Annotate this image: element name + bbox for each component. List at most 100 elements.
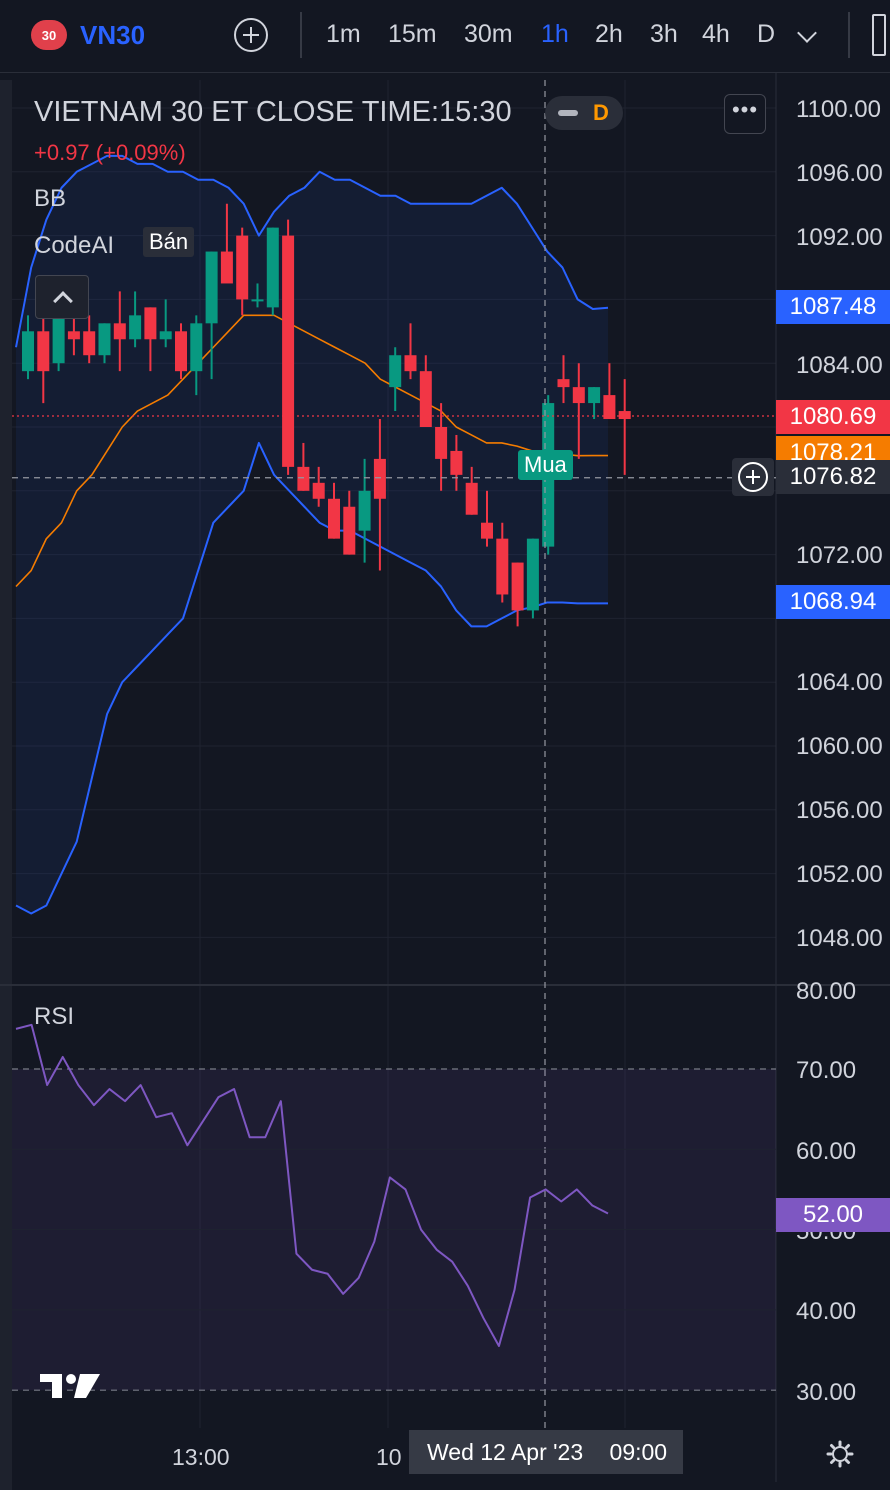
symbol-logo-icon[interactable]: 30 — [31, 20, 67, 50]
candle-body — [67, 331, 80, 340]
candle-body — [205, 251, 218, 324]
candle-body — [251, 299, 264, 302]
indicator-codeai-label[interactable]: CodeAI — [34, 232, 115, 259]
legend-title: VIETNAM 30 ET CLOSE TIME:15:30 — [34, 96, 512, 128]
candle-body — [159, 331, 172, 340]
tradingview-logo-icon[interactable] — [38, 1368, 102, 1404]
candle-body — [220, 251, 233, 284]
bb-upper-line — [15, 154, 609, 348]
indicator-bb-label[interactable]: BB — [34, 185, 67, 212]
candle-body — [236, 235, 249, 300]
candle-body — [190, 323, 203, 372]
bb-lower-price-label: 1068.94 — [776, 585, 890, 619]
bb-upper-price-label: 1087.48 — [776, 290, 890, 324]
minus-icon — [558, 110, 578, 116]
candle-body — [297, 466, 310, 491]
price-axis-tick: 1072.00 — [796, 542, 883, 569]
indicator-rsi-label[interactable]: RSI — [34, 1003, 75, 1030]
top-toolbar: 30 VN30 1m 15m 30m 1h 2h 3h 4h D — [0, 0, 890, 73]
candle-body — [511, 562, 524, 611]
crosshair-time-label: Wed 12 Apr '23 09:00 — [409, 1430, 683, 1474]
timeframe-15m[interactable]: 15m — [388, 20, 437, 48]
legend-change: +0.97 (+0.09%) — [34, 140, 186, 165]
timeframe-3h[interactable]: 3h — [650, 20, 678, 48]
candle-body — [419, 371, 432, 427]
candle-body — [358, 490, 371, 531]
rsi-line — [15, 1023, 609, 1348]
time-axis-label: 13:00 — [172, 1444, 230, 1470]
bb-lower-line — [15, 441, 608, 915]
time-axis-label: 10 — [376, 1444, 402, 1470]
price-axis-tick: 1052.00 — [796, 861, 883, 888]
price-axis-tick: 1100.00 — [796, 96, 881, 123]
candle-body — [266, 227, 279, 308]
toolbar-divider — [848, 12, 850, 58]
price-axis-tick: 1048.00 — [796, 925, 883, 952]
basis-price-label: 1078.21 — [776, 436, 890, 460]
settings-icon[interactable] — [826, 1440, 854, 1468]
timeframe-4h[interactable]: 4h — [702, 20, 730, 48]
last-price-label: 1080.69 — [776, 400, 890, 434]
candle-body — [389, 355, 402, 388]
candle-body — [450, 450, 463, 475]
candle-body — [404, 355, 417, 372]
timeframe-1m[interactable]: 1m — [326, 20, 361, 48]
bb-basis-line — [15, 314, 608, 588]
left-panel-edge — [0, 80, 12, 1490]
rsi-axis-tick: 80.00 — [796, 978, 857, 1005]
candle-body — [98, 323, 111, 356]
rsi-value-label: 52.00 — [776, 1198, 890, 1232]
timeframe-1h[interactable]: 1h — [541, 20, 569, 48]
candle-body — [557, 379, 570, 388]
time-axis-label: 09:00 — [609, 1439, 668, 1465]
bb-fill — [16, 155, 608, 914]
sell-signal-label: Bán — [143, 227, 195, 257]
layout-icon[interactable] — [872, 14, 886, 56]
price-axis-tick: 1056.00 — [796, 797, 883, 824]
rsi-axis-tick: 70.00 — [796, 1057, 857, 1084]
candle-body — [373, 458, 386, 499]
toolbar-divider — [300, 12, 302, 58]
collapse-legend-icon[interactable] — [35, 275, 89, 319]
price-axis-tick: 1060.00 — [796, 733, 883, 760]
candle-body — [37, 331, 50, 372]
add-alert-button[interactable] — [732, 458, 774, 496]
candle-body — [603, 395, 616, 420]
candle-body — [435, 427, 448, 459]
candle-body — [572, 387, 585, 404]
candle-body — [481, 522, 493, 539]
candle-body — [129, 315, 142, 340]
price-axis-tick: 1096.00 — [796, 160, 883, 187]
candle-body — [465, 482, 478, 515]
timeframe-30m[interactable]: 30m — [464, 20, 513, 48]
interval-pill-label: D — [593, 100, 609, 125]
candle-body — [175, 331, 187, 372]
price-axis-tick: 1064.00 — [796, 669, 883, 696]
interval-pill[interactable]: D — [545, 96, 623, 130]
timeframe-d[interactable]: D — [757, 20, 776, 48]
rsi-axis-tick: 60.00 — [796, 1138, 857, 1165]
candle-body — [496, 538, 509, 595]
candle-body — [22, 331, 34, 372]
compare-add-icon[interactable] — [234, 18, 268, 52]
candle-body — [312, 482, 325, 499]
candle-body — [113, 323, 126, 340]
price-axis-tick: 1084.00 — [796, 352, 883, 379]
candle-body — [83, 331, 96, 356]
price-axis-tick: 1092.00 — [796, 224, 883, 251]
crosshair-price-label: 1076.82 — [776, 460, 890, 494]
candle-body — [618, 411, 631, 420]
candle-body — [526, 538, 539, 611]
rsi-axis-tick: 30.00 — [796, 1379, 857, 1406]
candle-body — [144, 307, 157, 340]
timeframe-2h[interactable]: 2h — [595, 20, 623, 48]
candle-body — [343, 506, 356, 555]
candle-body — [52, 315, 65, 364]
more-options-icon[interactable]: ••• — [724, 94, 766, 134]
rsi-axis-tick: 40.00 — [796, 1298, 857, 1325]
candle-body — [282, 235, 295, 467]
candle-body — [588, 387, 601, 404]
symbol-name[interactable]: VN30 — [80, 20, 146, 50]
crosshair-date: Wed 12 Apr '23 — [427, 1439, 584, 1465]
